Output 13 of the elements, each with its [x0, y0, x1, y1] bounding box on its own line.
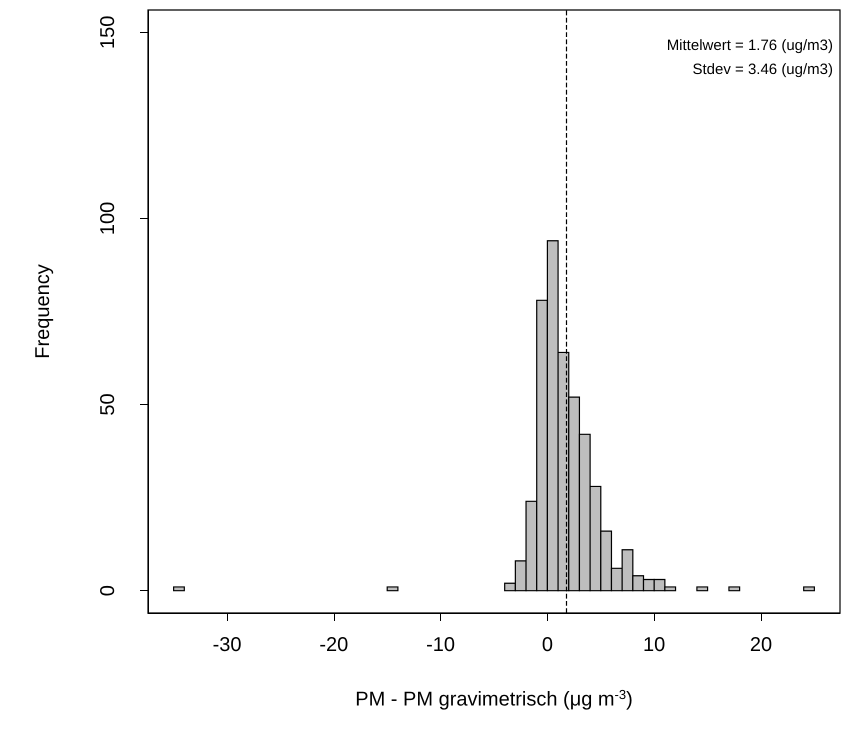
- x-tick-label: 10: [643, 634, 666, 656]
- y-axis-title: Frequency: [32, 264, 54, 359]
- y-tick-label: 0: [97, 585, 119, 596]
- x-tick-label: -10: [426, 634, 456, 656]
- annotation: Mittelwert = 1.76 (ug/m3): [666, 37, 834, 54]
- x-tick-label: -30: [212, 634, 242, 656]
- x-tick-label: -20: [319, 634, 348, 656]
- x-tick-label: 20: [750, 634, 772, 656]
- y-tick-label: 100: [97, 202, 119, 236]
- y-tick-label: 50: [97, 393, 119, 416]
- annotation: Stdev = 3.46 (ug/m3): [692, 61, 833, 78]
- x-tick-label: 0: [542, 634, 553, 656]
- y-tick-label: 150: [97, 16, 119, 50]
